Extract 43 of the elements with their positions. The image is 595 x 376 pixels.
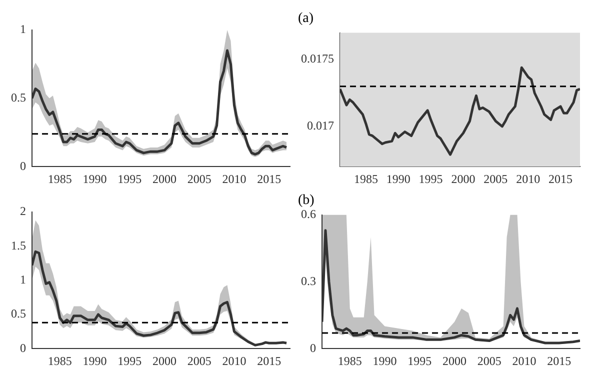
y-tick-label: 0 bbox=[310, 340, 316, 355]
y-tick-label: 0.0175 bbox=[301, 52, 334, 66]
x-tick-label: 2000 bbox=[152, 172, 176, 186]
y-tick-label: 0 bbox=[20, 158, 26, 173]
y-tick-label: 0.5 bbox=[11, 306, 26, 321]
x-tick-label: 2000 bbox=[451, 172, 476, 186]
x-tick-label: 1990 bbox=[386, 172, 410, 186]
chart-title: (a) bbox=[298, 11, 314, 26]
x-tick-label: 1990 bbox=[372, 354, 397, 368]
x-tick-label: 2010 bbox=[516, 172, 540, 186]
x-tick-label: 2010 bbox=[222, 172, 246, 186]
x-tick-label: 2010 bbox=[512, 354, 536, 368]
y-tick-label: 1 bbox=[20, 272, 26, 286]
x-tick-label: 1985 bbox=[338, 354, 362, 368]
y-tick-label: 0.3 bbox=[301, 274, 316, 288]
y-tick-label: 0 bbox=[20, 340, 26, 355]
y-tick-label: 1.5 bbox=[11, 238, 26, 252]
x-tick-label: 1995 bbox=[118, 172, 142, 186]
x-tick-label: 1995 bbox=[118, 354, 142, 368]
y-tick-label: 0.017 bbox=[307, 118, 334, 133]
chart-title: (b) bbox=[298, 193, 315, 208]
x-tick-label: 2015 bbox=[548, 172, 573, 186]
x-tick-label: 2000 bbox=[152, 354, 176, 368]
x-tick-label: 2000 bbox=[442, 354, 466, 368]
x-tick-label: 1995 bbox=[408, 354, 432, 368]
x-tick-label: 1985 bbox=[354, 172, 378, 186]
x-tick-label: 1985 bbox=[48, 354, 72, 368]
x-tick-label: 2015 bbox=[257, 354, 282, 368]
y-tick-label: 0.5 bbox=[11, 90, 26, 104]
x-tick-label: 2005 bbox=[477, 354, 502, 368]
x-tick-label: 1985 bbox=[48, 172, 72, 186]
x-tick-label: 2005 bbox=[484, 172, 508, 186]
x-tick-label: 2010 bbox=[222, 354, 246, 368]
x-tick-label: 2015 bbox=[547, 354, 572, 368]
x-tick-label: 2005 bbox=[187, 172, 212, 186]
y-tick-label: 1 bbox=[20, 22, 26, 36]
y-tick-label: 2 bbox=[20, 204, 26, 218]
x-tick-label: 1995 bbox=[418, 172, 443, 186]
x-tick-label: 2005 bbox=[187, 354, 212, 368]
x-tick-label: 1990 bbox=[82, 354, 107, 368]
x-tick-label: 1990 bbox=[82, 172, 107, 186]
y-tick-label: 0.6 bbox=[301, 206, 316, 221]
x-tick-label: 2015 bbox=[257, 172, 282, 186]
